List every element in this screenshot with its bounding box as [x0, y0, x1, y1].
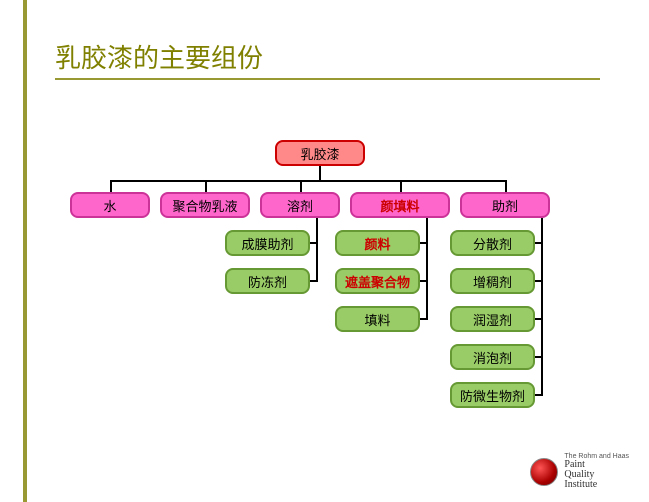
connector-line — [535, 394, 543, 396]
connector-line — [400, 180, 402, 192]
node-label: 水 — [103, 196, 116, 215]
connector-line — [310, 242, 318, 244]
node-s2: 防冻剂 — [225, 268, 310, 294]
connector-line — [535, 356, 543, 358]
node-r3: 溶剂 — [260, 192, 340, 218]
node-label: 填料 — [364, 310, 390, 329]
slide-title: 乳胶漆的主要组份 — [55, 38, 600, 80]
connector-line — [420, 242, 428, 244]
node-label: 颜填料 — [380, 196, 419, 215]
node-label: 防冻剂 — [248, 272, 287, 291]
node-label: 聚合物乳液 — [172, 196, 237, 215]
node-label: 成膜助剂 — [241, 234, 293, 253]
node-s1: 成膜助剂 — [225, 230, 310, 256]
connector-line — [205, 180, 207, 192]
node-a4: 消泡剂 — [450, 344, 535, 370]
node-label: 颜料 — [364, 234, 390, 253]
node-p3: 填料 — [335, 306, 420, 332]
connector-line — [300, 180, 302, 192]
node-a2: 增稠剂 — [450, 268, 535, 294]
node-r5: 助剂 — [460, 192, 550, 218]
connector-line — [420, 318, 428, 320]
node-root: 乳胶漆 — [275, 140, 365, 166]
pqi-logo-icon — [530, 458, 558, 486]
node-a3: 润湿剂 — [450, 306, 535, 332]
left-accent-bar — [23, 0, 27, 502]
connector-line — [535, 280, 543, 282]
node-a5: 防微生物剂 — [450, 382, 535, 408]
node-label: 润湿剂 — [473, 310, 512, 329]
footer-text-block: The Rohm and Haas Paint Quality Institut… — [564, 453, 629, 490]
connector-line — [535, 242, 543, 244]
node-label: 乳胶漆 — [300, 144, 339, 163]
connector-line — [319, 166, 321, 180]
node-r4: 颜填料 — [350, 192, 450, 218]
node-label: 消泡剂 — [473, 348, 512, 367]
node-label: 遮盖聚合物 — [345, 272, 410, 291]
connector-line — [541, 218, 543, 396]
node-label: 分散剂 — [473, 234, 512, 253]
connector-line — [505, 180, 507, 192]
connector-line — [535, 318, 543, 320]
connector-line — [110, 180, 112, 192]
footer-line3: Institute — [564, 480, 629, 490]
node-r2: 聚合物乳液 — [160, 192, 250, 218]
footer-logo-block: The Rohm and Haas Paint Quality Institut… — [530, 453, 629, 490]
node-p2: 遮盖聚合物 — [335, 268, 420, 294]
node-label: 增稠剂 — [473, 272, 512, 291]
node-label: 防微生物剂 — [460, 386, 525, 405]
node-r1: 水 — [70, 192, 150, 218]
connector-line — [110, 180, 505, 182]
node-label: 溶剂 — [287, 196, 313, 215]
connector-line — [310, 280, 318, 282]
node-label: 助剂 — [492, 196, 518, 215]
connector-line — [316, 218, 318, 282]
node-p1: 颜料 — [335, 230, 420, 256]
connector-line — [420, 280, 428, 282]
connector-line — [426, 218, 428, 320]
node-a1: 分散剂 — [450, 230, 535, 256]
